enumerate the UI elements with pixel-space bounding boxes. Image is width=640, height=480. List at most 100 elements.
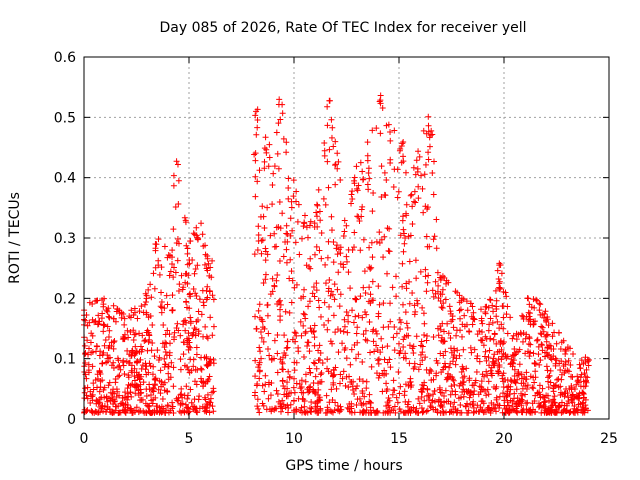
data-point: [110, 302, 117, 309]
data-point: [257, 348, 264, 355]
data-point: [574, 373, 581, 380]
data-point: [306, 298, 313, 305]
data-point: [149, 400, 156, 407]
data-point: [431, 233, 438, 240]
data-point: [423, 288, 430, 295]
data-point: [184, 261, 191, 268]
data-point: [310, 328, 317, 335]
data-point: [490, 336, 497, 343]
data-point: [544, 331, 551, 338]
data-point: [416, 400, 423, 407]
data-point: [315, 297, 322, 304]
data-point: [438, 369, 445, 376]
data-point: [357, 247, 364, 254]
data-point: [543, 338, 550, 345]
data-point: [335, 406, 342, 413]
data-point: [324, 122, 331, 129]
data-point: [561, 369, 568, 376]
data-point: [443, 398, 450, 405]
data-point: [317, 405, 324, 412]
data-point: [372, 328, 379, 335]
data-point: [325, 184, 332, 191]
data-point: [262, 276, 269, 283]
data-point: [181, 214, 188, 221]
data-point: [200, 243, 207, 250]
data-point: [572, 409, 579, 416]
data-point: [210, 323, 217, 330]
data-point: [362, 289, 369, 296]
data-point: [282, 308, 289, 315]
data-point: [115, 402, 122, 409]
data-point: [457, 315, 464, 322]
data-point: [316, 356, 323, 363]
data-point: [359, 378, 366, 385]
data-point: [133, 382, 140, 389]
data-point: [486, 347, 493, 354]
data-point: [271, 230, 278, 237]
data-point: [458, 297, 465, 304]
data-point: [383, 402, 390, 409]
data-point: [287, 232, 294, 239]
data-point: [81, 342, 88, 349]
data-point: [260, 213, 267, 220]
data-point: [286, 390, 293, 397]
data-point: [106, 314, 113, 321]
data-point: [557, 391, 564, 398]
data-point: [253, 131, 260, 138]
data-point: [148, 294, 155, 301]
data-point: [170, 264, 177, 271]
data-point: [106, 327, 113, 334]
data-point: [114, 355, 121, 362]
data-point: [539, 342, 546, 349]
data-point: [185, 346, 192, 353]
data-point: [100, 322, 107, 329]
data-point: [124, 390, 131, 397]
data-point: [442, 387, 449, 394]
data-point: [538, 341, 545, 348]
data-point: [285, 195, 292, 202]
data-point: [187, 320, 194, 327]
x-tick-label: 5: [185, 431, 194, 447]
data-point: [497, 339, 504, 346]
data-point: [157, 390, 164, 397]
data-point: [485, 378, 492, 385]
data-point: [252, 150, 259, 157]
data-point: [204, 255, 211, 262]
data-point: [554, 407, 561, 414]
data-point: [462, 403, 469, 410]
data-point: [191, 270, 198, 277]
data-point: [526, 406, 533, 413]
data-point: [487, 297, 494, 304]
data-point: [307, 255, 314, 262]
data-point: [366, 175, 373, 182]
data-point: [364, 181, 371, 188]
data-point: [284, 238, 291, 245]
data-point: [363, 311, 370, 318]
data-point: [335, 269, 342, 276]
data-point: [204, 283, 211, 290]
data-point: [273, 129, 280, 136]
data-point: [277, 403, 284, 410]
data-point: [534, 336, 541, 343]
data-point: [396, 147, 403, 154]
data-point: [435, 282, 442, 289]
data-point: [379, 370, 386, 377]
data-point: [273, 277, 280, 284]
data-point: [141, 301, 148, 308]
data-point: [150, 363, 157, 370]
data-point: [110, 359, 117, 366]
data-point: [386, 404, 393, 411]
data-point: [207, 395, 214, 402]
data-point: [85, 361, 92, 368]
data-point: [334, 286, 341, 293]
data-point: [270, 170, 277, 177]
data-point: [377, 130, 384, 137]
data-point: [437, 326, 444, 333]
data-point: [131, 373, 138, 380]
data-point: [99, 296, 106, 303]
data-point: [376, 229, 383, 236]
data-point: [546, 342, 553, 349]
data-point: [429, 131, 436, 138]
data-point: [576, 361, 583, 368]
data-point: [289, 277, 296, 284]
